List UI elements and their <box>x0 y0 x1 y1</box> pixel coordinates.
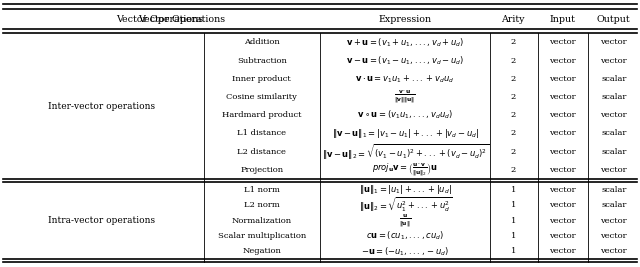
Text: scalar: scalar <box>601 148 627 156</box>
Text: vector: vector <box>549 201 576 209</box>
Text: Intra-vector operations: Intra-vector operations <box>48 216 156 225</box>
Text: vector: vector <box>549 217 576 225</box>
Text: 1: 1 <box>511 217 516 225</box>
Text: vector: vector <box>600 217 627 225</box>
Text: 2: 2 <box>511 75 516 83</box>
Text: vector: vector <box>600 38 627 46</box>
Text: $\|\mathbf{v} - \mathbf{u}\|_1 = |v_1 - u_1| + ... + |v_d - u_d|$: $\|\mathbf{v} - \mathbf{u}\|_1 = |v_1 - … <box>332 127 479 140</box>
Text: scalar: scalar <box>601 93 627 101</box>
Text: vector: vector <box>600 111 627 119</box>
Text: Addition: Addition <box>244 38 280 46</box>
Text: 1: 1 <box>511 247 516 255</box>
Text: Projection: Projection <box>240 166 284 174</box>
Text: $c\mathbf{u} = (cu_1,...,cu_d)$: $c\mathbf{u} = (cu_1,...,cu_d)$ <box>366 230 444 242</box>
Text: Inter-vector operations: Inter-vector operations <box>48 102 156 111</box>
Text: vector: vector <box>549 232 576 240</box>
Text: 2: 2 <box>511 57 516 65</box>
Text: vector: vector <box>549 166 576 174</box>
Text: $\frac{\mathbf{v}\cdot\mathbf{u}}{\|\mathbf{v}\|\|\mathbf{u}\|}$: $\frac{\mathbf{v}\cdot\mathbf{u}}{\|\mat… <box>394 89 416 105</box>
Text: L1 norm: L1 norm <box>244 186 280 194</box>
Text: L1 distance: L1 distance <box>237 129 286 138</box>
Text: $\mathbf{v} - \mathbf{u} = (v_1 - u_1,...,v_d - u_d)$: $\mathbf{v} - \mathbf{u} = (v_1 - u_1,..… <box>346 54 464 67</box>
Text: 2: 2 <box>511 129 516 138</box>
Text: $proj_{\mathbf{u}}\mathbf{v} = \left(\frac{\mathbf{u}\cdot\mathbf{v}}{\|\mathbf{: $proj_{\mathbf{u}}\mathbf{v} = \left(\fr… <box>372 162 438 178</box>
Text: $\mathbf{v} + \mathbf{u} = (v_1 + u_1,...,v_d + u_d)$: $\mathbf{v} + \mathbf{u} = (v_1 + u_1,..… <box>346 36 464 49</box>
Text: 2: 2 <box>511 148 516 156</box>
Text: Vector Operations: Vector Operations <box>116 15 204 24</box>
Text: vector: vector <box>549 93 576 101</box>
Text: vector: vector <box>549 129 576 138</box>
Text: $\mathbf{v} \circ \mathbf{u} = (v_1u_1,...,v_du_d)$: $\mathbf{v} \circ \mathbf{u} = (v_1u_1,.… <box>357 109 453 121</box>
Text: vector: vector <box>549 38 576 46</box>
Text: $\|\mathbf{v} - \mathbf{u}\|_2 = \sqrt{(v_1 - u_1)^2 + ... + (v_d - u_d)^2}$: $\|\mathbf{v} - \mathbf{u}\|_2 = \sqrt{(… <box>322 142 488 161</box>
Text: 1: 1 <box>511 232 516 240</box>
Text: Hardmard product: Hardmard product <box>222 111 301 119</box>
Text: L2 distance: L2 distance <box>237 148 286 156</box>
Text: vector: vector <box>600 232 627 240</box>
Text: Input: Input <box>550 15 575 24</box>
Text: Output: Output <box>597 15 630 24</box>
Text: $\|\mathbf{u}\|_1 = |u_1| + ... + |u_d|$: $\|\mathbf{u}\|_1 = |u_1| + ... + |u_d|$ <box>358 183 452 196</box>
Text: vector: vector <box>549 186 576 194</box>
Text: Cosine similarity: Cosine similarity <box>227 93 297 101</box>
Text: vector: vector <box>549 111 576 119</box>
Text: 2: 2 <box>511 38 516 46</box>
Text: $\frac{\mathbf{u}}{\|\mathbf{u}\|}$: $\frac{\mathbf{u}}{\|\mathbf{u}\|}$ <box>399 212 411 229</box>
Text: vector: vector <box>549 75 576 83</box>
Text: 2: 2 <box>511 111 516 119</box>
Text: 1: 1 <box>511 186 516 194</box>
Text: Expression: Expression <box>378 15 432 24</box>
Text: vector: vector <box>549 148 576 156</box>
Text: $\mathbf{v} \cdot \mathbf{u} = v_1u_1 + ... + v_du_d$: $\mathbf{v} \cdot \mathbf{u} = v_1u_1 + … <box>355 73 455 85</box>
Text: 2: 2 <box>511 166 516 174</box>
Text: $\|\mathbf{u}\|_2 = \sqrt{u_1^2 + ... + u_d^2}$: $\|\mathbf{u}\|_2 = \sqrt{u_1^2 + ... + … <box>358 196 452 214</box>
Text: vector: vector <box>600 57 627 65</box>
Text: Inner product: Inner product <box>232 75 291 83</box>
Text: L2 norm: L2 norm <box>244 201 280 209</box>
Text: Vector Operations: Vector Operations <box>138 15 225 24</box>
Text: 1: 1 <box>511 201 516 209</box>
Text: Subtraction: Subtraction <box>237 57 287 65</box>
Text: Arity: Arity <box>502 15 525 24</box>
Text: 2: 2 <box>511 93 516 101</box>
Text: scalar: scalar <box>601 129 627 138</box>
Text: Negation: Negation <box>243 247 281 255</box>
Text: scalar: scalar <box>601 201 627 209</box>
Text: scalar: scalar <box>601 186 627 194</box>
Text: Normalization: Normalization <box>232 217 292 225</box>
Text: scalar: scalar <box>601 75 627 83</box>
Text: Scalar multiplication: Scalar multiplication <box>218 232 306 240</box>
Text: vector: vector <box>549 57 576 65</box>
Text: vector: vector <box>549 247 576 255</box>
Text: vector: vector <box>600 247 627 255</box>
Text: $-\mathbf{u} = (-u_1,...,-u_d)$: $-\mathbf{u} = (-u_1,...,-u_d)$ <box>361 245 449 258</box>
Text: vector: vector <box>600 166 627 174</box>
